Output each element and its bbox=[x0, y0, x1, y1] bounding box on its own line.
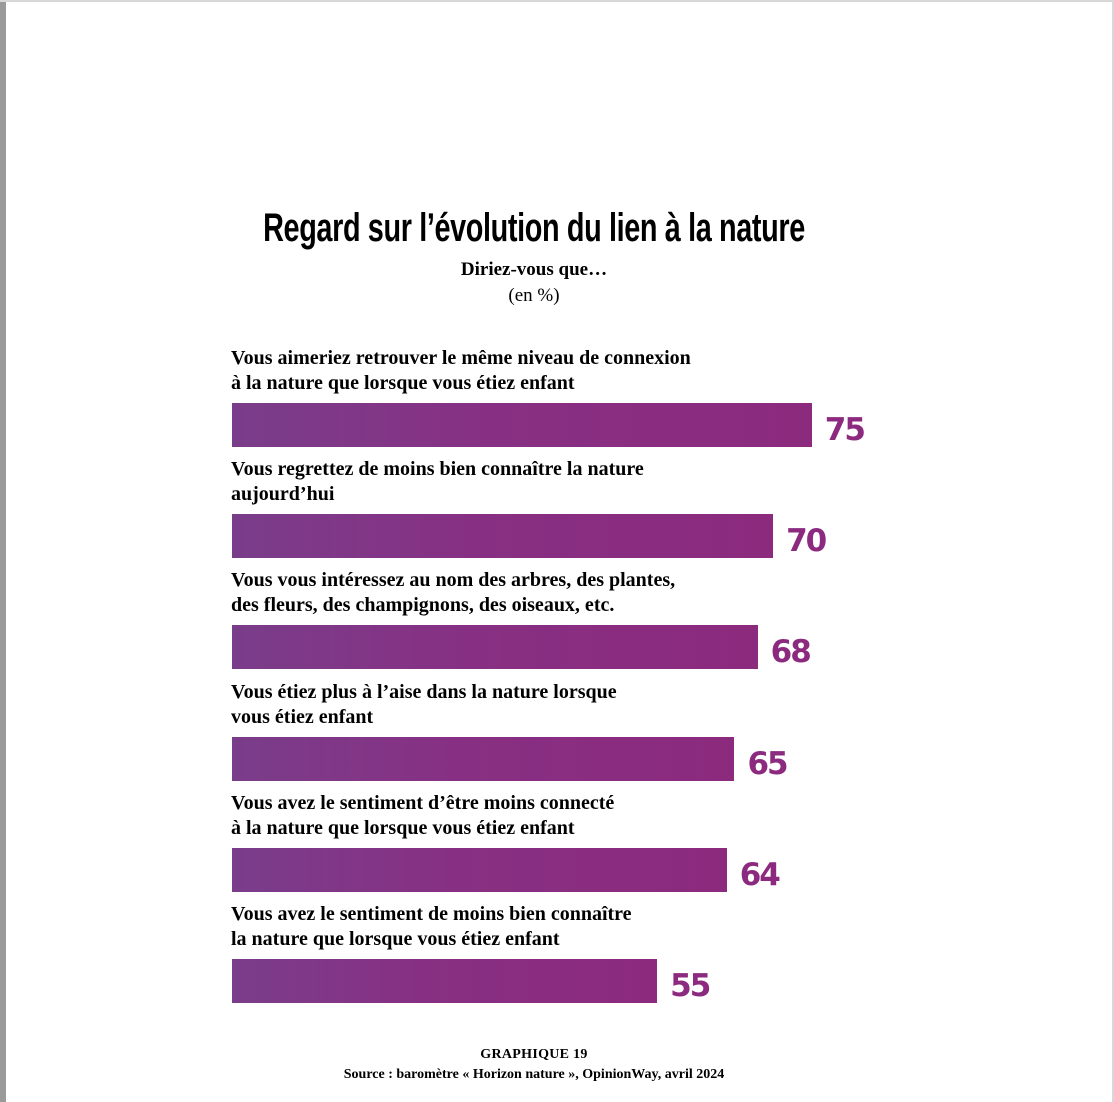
bar-label: Vous vous intéressez au nom des arbres, … bbox=[231, 568, 791, 618]
bar-value-label: 68 bbox=[770, 634, 812, 671]
bar-label: Vous regrettez de moins bien connaître l… bbox=[231, 457, 791, 507]
bar-label-line: la nature que lorsque vous étiez enfant bbox=[231, 928, 560, 950]
bar-label-line: Vous avez le sentiment de moins bien con… bbox=[231, 903, 632, 925]
bar-value-label: 70 bbox=[786, 523, 827, 560]
bar-label-line: à la nature que lorsque vous étiez enfan… bbox=[231, 372, 575, 394]
bar-value-label: 55 bbox=[670, 968, 711, 1004]
bar-label: Vous aimeriez retrouver le même niveau d… bbox=[231, 346, 791, 396]
bar bbox=[232, 847, 727, 892]
bar-value-label: 64 bbox=[739, 856, 781, 893]
figure-label: GRAPHIQUE 19 bbox=[480, 1047, 588, 1062]
bar-label: Vous étiez plus à l’aise dans la nature … bbox=[231, 680, 791, 730]
bar-label-line: aujourd’hui bbox=[231, 483, 335, 506]
source-note: Source : baromètre « Horizon nature », O… bbox=[343, 1067, 725, 1082]
bar-label-line: Vous vous intéressez au nom des arbres, … bbox=[231, 569, 676, 592]
chart-unit: (en %) bbox=[508, 285, 560, 306]
chart-title: Regard sur l’évolution du lien à la natu… bbox=[263, 206, 805, 250]
bar-value-label: 75 bbox=[824, 412, 866, 448]
bar-label-line: Vous étiez plus à l’aise dans la nature … bbox=[231, 680, 617, 703]
page-right-edge bbox=[1112, 0, 1114, 1102]
page-left-edge bbox=[0, 0, 6, 1102]
bar-label-line: Vous avez le sentiment d’être moins conn… bbox=[231, 791, 615, 814]
bar-label: Vous avez le sentiment de moins bien con… bbox=[231, 902, 791, 952]
bar bbox=[232, 403, 812, 447]
chart-subtitle: Diriez-vous que… bbox=[460, 259, 608, 280]
bar-label: Vous avez le sentiment d’être moins conn… bbox=[231, 791, 791, 841]
bar bbox=[232, 736, 735, 781]
bar bbox=[232, 959, 658, 1003]
bar-value-label: 65 bbox=[747, 745, 788, 782]
bar bbox=[232, 625, 758, 670]
bar bbox=[232, 514, 774, 559]
bar-label-line: vous étiez enfant bbox=[231, 705, 374, 728]
bar-label-line: des fleurs, des champignons, des oiseaux… bbox=[231, 594, 615, 617]
bar-label-line: à la nature que lorsque vous étiez enfan… bbox=[231, 816, 575, 839]
page-top-edge bbox=[0, 0, 1114, 2]
bar-label-line: Vous aimeriez retrouver le même niveau d… bbox=[231, 347, 691, 369]
bar-label-line: Vous regrettez de moins bien connaître l… bbox=[231, 458, 644, 481]
